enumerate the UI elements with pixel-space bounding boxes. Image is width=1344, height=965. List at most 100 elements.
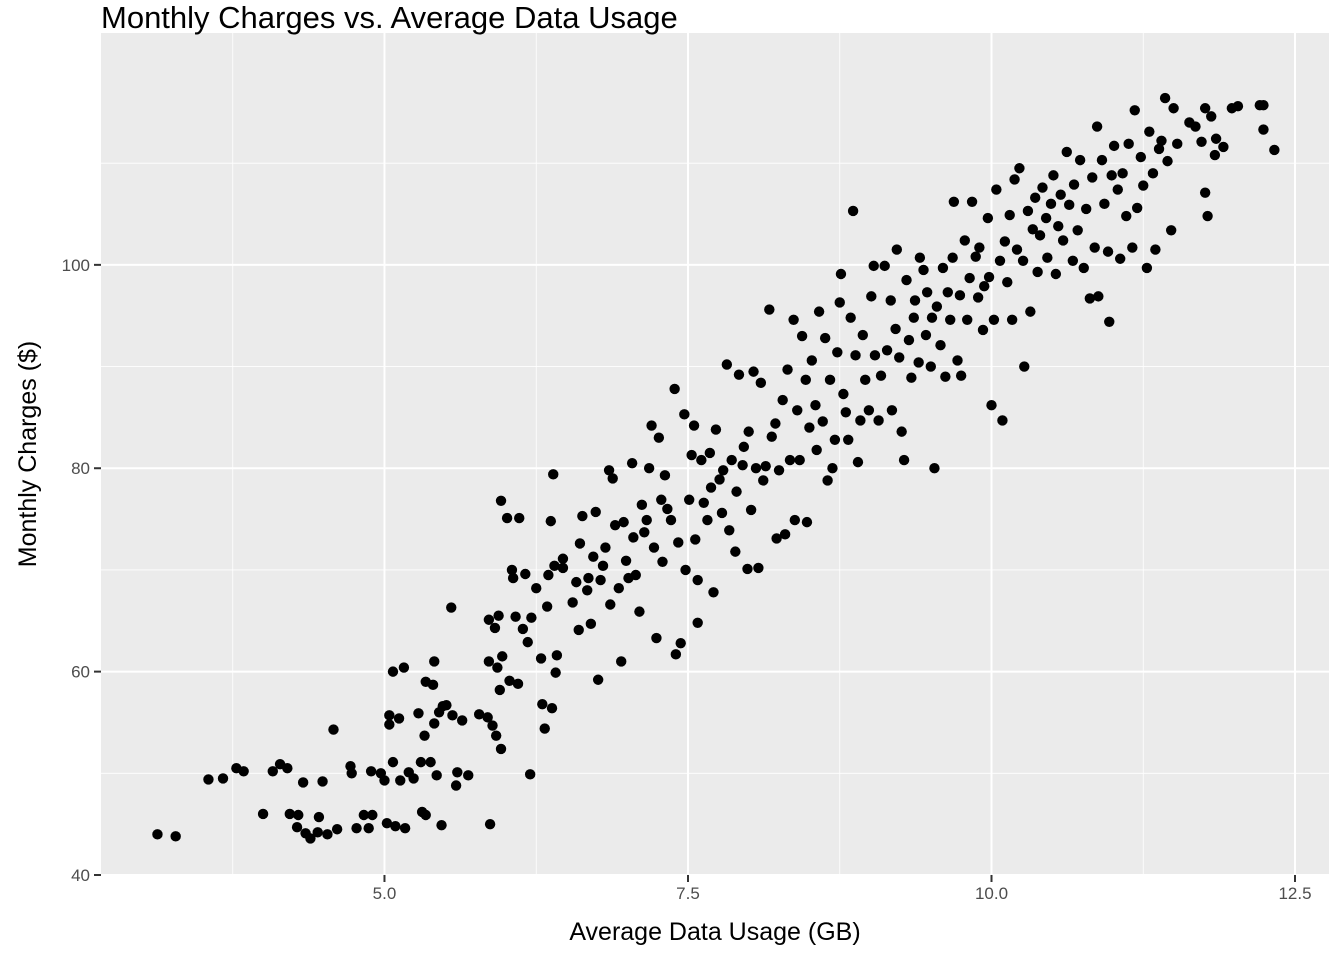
point	[964, 272, 975, 284]
point	[1156, 135, 1167, 146]
point	[1165, 225, 1177, 236]
point	[974, 242, 985, 253]
point	[952, 355, 963, 366]
point	[702, 514, 713, 526]
point	[492, 662, 503, 673]
point	[945, 314, 956, 325]
point	[1009, 174, 1020, 185]
point	[379, 775, 390, 786]
axes: 5.0 7.5 10.0 12.5 40 60 80 100	[62, 256, 1312, 903]
point	[577, 510, 588, 522]
point	[684, 494, 695, 505]
point	[931, 301, 943, 312]
point	[358, 809, 370, 821]
point	[317, 776, 328, 787]
point	[773, 465, 785, 476]
point	[717, 465, 729, 476]
point	[760, 461, 771, 472]
point	[1121, 210, 1132, 222]
point	[1114, 253, 1126, 264]
point	[517, 623, 529, 635]
point	[755, 377, 767, 389]
point	[1168, 103, 1179, 114]
point	[855, 415, 866, 426]
point	[1019, 361, 1030, 372]
point	[567, 597, 578, 608]
chart-title: Monthly Charges vs. Average Data Usage	[101, 0, 678, 35]
point	[1040, 212, 1052, 224]
point	[328, 724, 339, 735]
point	[636, 499, 648, 511]
point	[331, 824, 343, 835]
point	[520, 568, 531, 580]
point	[1048, 170, 1059, 181]
point	[692, 617, 703, 629]
point	[705, 482, 717, 493]
point	[456, 715, 468, 726]
point	[716, 507, 728, 519]
point	[1150, 244, 1161, 255]
point	[1127, 242, 1138, 253]
point	[1232, 101, 1244, 112]
point	[906, 372, 917, 383]
point	[1093, 291, 1104, 302]
point	[1074, 154, 1086, 166]
point	[1032, 266, 1043, 278]
point	[1099, 198, 1110, 210]
point	[634, 606, 645, 617]
point	[901, 274, 912, 286]
point	[539, 723, 550, 734]
point	[955, 370, 967, 381]
y-tick-label: 100	[62, 256, 90, 275]
point	[940, 371, 951, 382]
point	[914, 252, 926, 263]
point	[1199, 103, 1211, 114]
point	[847, 205, 859, 217]
point	[827, 463, 838, 474]
point	[365, 766, 377, 777]
point	[641, 514, 652, 526]
point	[592, 674, 604, 685]
point	[758, 475, 769, 486]
point	[605, 599, 616, 610]
y-tick-label: 60	[71, 663, 90, 682]
point	[721, 359, 733, 370]
point	[609, 519, 621, 531]
point	[574, 538, 586, 549]
point	[452, 767, 463, 778]
point	[771, 533, 782, 544]
point	[413, 708, 424, 719]
point	[595, 574, 606, 586]
point	[903, 334, 915, 346]
point	[1091, 121, 1103, 132]
point	[698, 497, 709, 509]
point	[267, 766, 278, 777]
point	[1042, 252, 1053, 263]
point	[628, 532, 639, 543]
point	[284, 808, 295, 820]
point	[583, 572, 594, 584]
point	[1138, 180, 1149, 191]
point	[810, 399, 821, 411]
point	[524, 769, 536, 780]
point	[794, 454, 805, 466]
point	[487, 720, 498, 731]
point	[824, 374, 836, 385]
point	[526, 612, 537, 623]
point	[429, 656, 440, 667]
point	[639, 527, 650, 538]
point	[1269, 144, 1280, 156]
point	[1199, 187, 1211, 198]
point	[537, 698, 548, 710]
point	[390, 820, 401, 832]
x-tick-label: 12.5	[1278, 884, 1311, 903]
point	[1080, 203, 1092, 215]
point	[704, 447, 716, 459]
point	[926, 312, 938, 323]
point	[512, 678, 524, 690]
point	[588, 551, 599, 562]
point	[238, 766, 249, 777]
point	[1011, 244, 1023, 255]
point	[777, 394, 788, 406]
point	[690, 534, 701, 545]
